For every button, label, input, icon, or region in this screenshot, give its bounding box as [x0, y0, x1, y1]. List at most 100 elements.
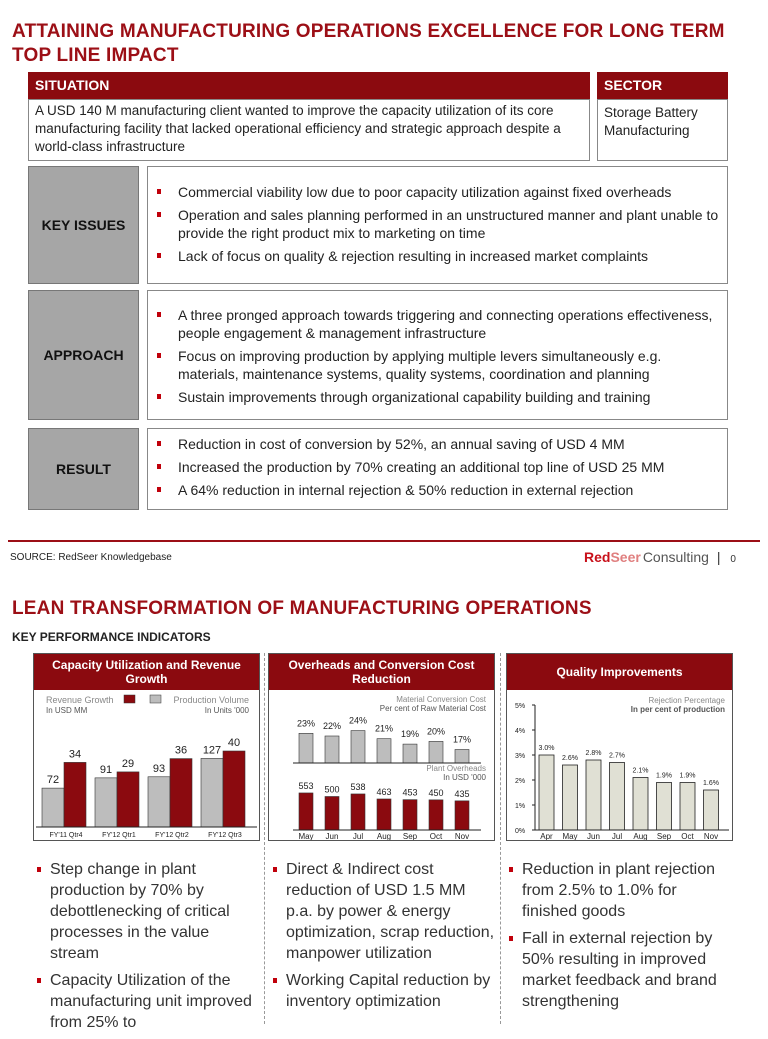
data-label: 19% [401, 729, 419, 739]
y-tick-label: 1% [515, 803, 525, 810]
chart-title: Overheads and Conversion Cost Reduction [269, 654, 494, 690]
situation-header: SITUATION [28, 72, 590, 99]
data-label: 1.6% [703, 780, 719, 787]
column-separator [500, 653, 501, 1024]
chart-panel-quality: Quality Improvements Rejection Percentag… [506, 653, 733, 841]
sector-header: SECTOR [597, 72, 728, 99]
bar-conversion-cost [454, 749, 470, 764]
key-issue-bullet: Lack of focus on quality & rejection res… [148, 247, 719, 265]
data-label: 20% [427, 726, 445, 736]
x-tick-label: Aug [377, 832, 391, 840]
bar-plant-overheads [454, 800, 470, 831]
bar-revenue [63, 762, 87, 828]
kpi-bullet: Direct & Indirect cost reduction of USD … [270, 859, 495, 964]
data-label: 3.0% [539, 745, 555, 752]
approach-label: APPROACH [28, 290, 139, 420]
x-tick-label: Nov [704, 832, 718, 840]
kpi-bullet: Fall in external rejection by 50% result… [506, 928, 731, 1012]
legend-swatch [123, 694, 136, 704]
data-label: 538 [350, 782, 365, 792]
data-label: 34 [69, 748, 81, 760]
data-label: 435 [454, 789, 469, 799]
bar-production [200, 758, 224, 828]
legend-label: Revenue Growth [46, 695, 114, 705]
data-label: 21% [375, 724, 393, 734]
data-label: 36 [175, 745, 187, 757]
approach-bullet: Sustain improvements through organizatio… [148, 388, 719, 406]
column-3-bullets: Reduction in plant rejection from 2.5% t… [506, 859, 731, 1018]
bar-plant-overheads [376, 798, 392, 831]
sector-text: Storage Battery Manufacturing [597, 99, 728, 161]
source-note: SOURCE: RedSeer Knowledgebase [10, 552, 172, 563]
approach-bullet: Focus on improving production by applyin… [148, 347, 719, 383]
data-label: 29 [122, 758, 134, 770]
x-tick-label: FY'12 Qtr2 [155, 832, 189, 839]
bar-revenue [222, 750, 246, 828]
x-tick-label: FY'12 Qtr1 [102, 832, 136, 839]
bar-production [147, 776, 171, 828]
bar-rejection [656, 782, 672, 831]
key-issues-box: Commercial viability low due to poor cap… [147, 166, 728, 284]
bar-plant-overheads [324, 796, 340, 831]
bar-rejection [562, 764, 578, 831]
data-label: 450 [428, 788, 443, 798]
approach-box: A three pronged approach towards trigger… [147, 290, 728, 420]
series-label: Rejection Percentage [649, 696, 726, 705]
x-tick-label: May [298, 832, 313, 840]
data-label: 17% [453, 735, 471, 745]
x-tick-label: Jul [353, 832, 363, 840]
footer-divider [8, 540, 760, 542]
legend-swatch [149, 694, 162, 704]
x-tick-label: Oct [430, 832, 443, 840]
bar-conversion-cost [324, 735, 340, 764]
bar-production [94, 777, 118, 828]
data-label: 2.6% [562, 755, 578, 762]
data-label: 127 [203, 744, 221, 756]
approach-bullet: A three pronged approach towards trigger… [148, 306, 719, 342]
series-label: Material Conversion Cost [396, 695, 487, 704]
bar-production [41, 787, 65, 828]
data-label: 23% [297, 718, 315, 728]
bar-conversion-cost [402, 743, 418, 764]
x-tick-label: May [562, 832, 577, 840]
y-tick-label: 4% [515, 728, 525, 735]
data-label: 2.7% [609, 753, 625, 760]
data-label: 2.1% [633, 768, 649, 775]
x-tick-label: Apr [540, 832, 553, 840]
legend-unit: In USD MM [46, 706, 88, 715]
bar-rejection [632, 777, 649, 831]
result-bullet: A 64% reduction in internal rejection & … [148, 481, 719, 499]
logo-red: Red [584, 549, 611, 565]
series-unit: In USD '000 [443, 773, 486, 782]
result-bullet: Reduction in cost of conversion by 52%, … [148, 435, 719, 453]
bar-conversion-cost [376, 738, 392, 764]
redseer-logo: RedSeer Consulting | 0 [584, 549, 736, 565]
x-tick-label: Aug [633, 832, 647, 840]
key-issue-bullet: Commercial viability low due to poor cap… [148, 183, 719, 201]
bar-rejection [703, 789, 719, 831]
data-label: 553 [298, 781, 313, 791]
kpi-bullet: Capacity Utilization of the manufacturin… [34, 970, 259, 1033]
data-label: 2.8% [586, 750, 602, 757]
result-label: RESULT [28, 428, 139, 510]
x-tick-label: Jun [587, 832, 600, 840]
kpi-bullet: Step change in plant production by 70% b… [34, 859, 259, 964]
chart-title: Quality Improvements [507, 654, 732, 690]
legend-label: Production Volume [173, 695, 249, 705]
bar-plant-overheads [402, 799, 418, 831]
kpi-bullet: Reduction in plant rejection from 2.5% t… [506, 859, 731, 922]
result-bullet: Increased the production by 70% creating… [148, 458, 719, 476]
slide2-subtitle: KEY PERFORMANCE INDICATORS [12, 630, 211, 644]
bar-rejection [585, 759, 602, 831]
chart-panel-capacity: Capacity Utilization and Revenue Growth … [33, 653, 260, 841]
x-tick-label: Jun [326, 832, 339, 840]
x-tick-label: Sep [657, 832, 672, 840]
series-unit: In per cent of production [631, 705, 725, 714]
data-label: 22% [323, 721, 341, 731]
column-separator [264, 653, 265, 1024]
chart-title: Capacity Utilization and Revenue Growth [34, 654, 259, 690]
series-unit: Per cent of Raw Material Cost [380, 704, 487, 713]
data-label: 1.9% [656, 773, 672, 780]
